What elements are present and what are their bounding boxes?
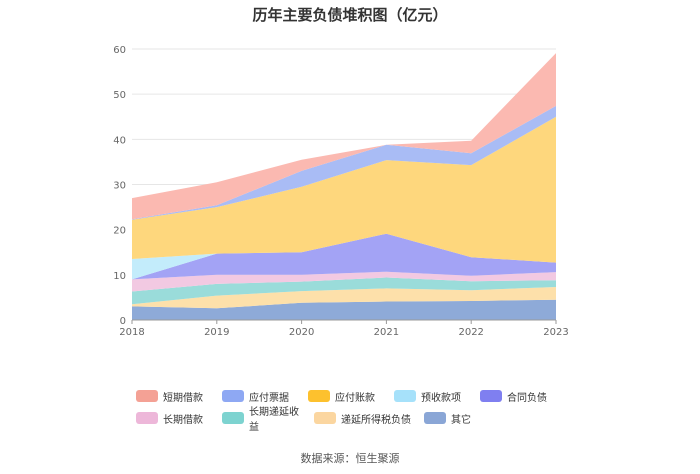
- legend-item-4[interactable]: 合同负债: [480, 388, 552, 404]
- legend-label-6: 长期递延收益: [249, 407, 299, 433]
- legend-swatch-2: [308, 390, 330, 402]
- y-tick-label-10: 10: [113, 271, 126, 282]
- area-series-6: [132, 116, 556, 263]
- chart-title: 历年主要负债堆积图（亿元）: [252, 6, 448, 24]
- y-tick-label-20: 20: [113, 226, 126, 237]
- x-tick-label-2020: 2020: [289, 327, 314, 338]
- legend-item-7[interactable]: 递延所得税负债: [314, 410, 418, 426]
- area-series-1: [132, 287, 556, 309]
- legend-item-1[interactable]: 应付票据: [222, 388, 294, 404]
- data-source: 数据来源：恒生聚源: [300, 452, 400, 465]
- legend-item-3[interactable]: 预收款项: [394, 388, 466, 404]
- y-tick-label-60: 60: [113, 45, 126, 56]
- area-series-8: [132, 53, 556, 220]
- area-series-4: [132, 233, 556, 280]
- area-series-0: [132, 299, 556, 320]
- y-tick-label-40: 40: [113, 135, 126, 146]
- x-tick-label-2019: 2019: [204, 327, 229, 338]
- legend-swatch-8: [424, 412, 446, 424]
- legend-label-4: 合同负债: [507, 392, 547, 404]
- legend-label-3: 预收款项: [421, 392, 461, 404]
- legend-label-2: 应付账款: [335, 392, 375, 404]
- legend-item-2[interactable]: 应付账款: [308, 388, 380, 404]
- x-tick-label-2018: 2018: [119, 327, 144, 338]
- legend-label-5: 长期借款: [163, 414, 203, 426]
- legend-item-6[interactable]: 长期递延收益: [222, 407, 304, 433]
- legend-swatch-0: [136, 390, 158, 402]
- legend-label-1: 应付票据: [249, 392, 289, 404]
- legend-label-8: 其它: [451, 414, 471, 426]
- area-series-3: [132, 271, 556, 292]
- legend-label-0: 短期借款: [163, 392, 203, 404]
- area-series-2: [132, 277, 556, 305]
- chart-legend: 短期借款 应付票据 应付账款 预收款项 合同负债长期借款 长期递延收益 递延所得税负债 其它: [136, 388, 606, 433]
- x-tick-label-2023: 2023: [543, 327, 568, 338]
- legend-swatch-3: [394, 390, 416, 402]
- legend-label-7: 递延所得税负债: [341, 414, 411, 426]
- x-tick-label-2021: 2021: [374, 327, 399, 338]
- y-tick-label-50: 50: [113, 90, 126, 101]
- area-series-7: [132, 105, 556, 220]
- y-tick-label-30: 30: [113, 181, 126, 192]
- x-tick-label-2022: 2022: [458, 327, 483, 338]
- legend-swatch-1: [222, 390, 244, 402]
- legend-swatch-7: [314, 412, 336, 424]
- legend-swatch-6: [222, 412, 244, 424]
- legend-item-8[interactable]: 其它: [424, 410, 484, 426]
- y-tick-label-0: 0: [120, 316, 126, 327]
- legend-item-0[interactable]: 短期借款: [136, 388, 208, 404]
- legend-swatch-4: [480, 390, 502, 402]
- legend-swatch-5: [136, 412, 158, 424]
- legend-item-5[interactable]: 长期借款: [136, 410, 208, 426]
